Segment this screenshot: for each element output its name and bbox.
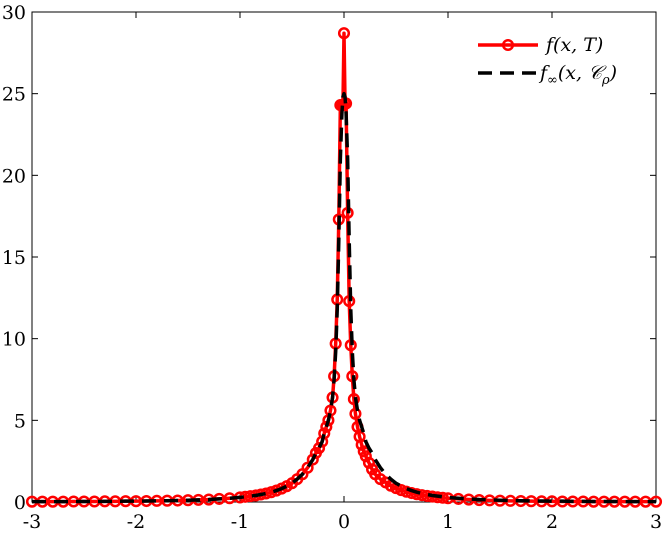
y-tick-label: 20 [2, 165, 26, 187]
x-axis-ticks: -3 -2 -1 0 1 2 3 [23, 12, 662, 533]
y-tick-label: 30 [2, 2, 26, 24]
series-1-point [347, 393, 360, 406]
legend-label-series-1: f(x, T) [544, 34, 603, 56]
series-1-point [301, 461, 314, 474]
legend-marker-circle-series-1 [501, 38, 515, 52]
legend-box [470, 28, 646, 90]
y-tick-label: 5 [14, 410, 26, 432]
x-tick-label: 3 [650, 511, 662, 533]
x-tick-label: -1 [231, 511, 250, 533]
series-1-point [395, 484, 408, 497]
series-1-point [337, 27, 351, 40]
series-1-point [359, 450, 372, 463]
x-tick-label: -3 [23, 511, 42, 533]
x-tick-label: 2 [546, 511, 558, 533]
series-layer [25, 27, 663, 508]
y-tick-label: 15 [2, 247, 26, 269]
legend-label-series-2: f∞(x, 𝒞ρ) [538, 62, 617, 88]
legend: f(x, T) f∞(x, 𝒞ρ) [470, 28, 646, 90]
x-tick-label: -2 [127, 511, 146, 533]
y-tick-label: 0 [14, 492, 26, 514]
series-2 [32, 91, 656, 504]
x-tick-label: 0 [338, 511, 350, 533]
series-1-point [349, 407, 362, 420]
x-tick-label: 1 [442, 511, 454, 533]
y-tick-label: 10 [2, 329, 26, 351]
y-axis-ticks: 0 5 10 15 20 25 30 [2, 2, 656, 514]
series-1-point [312, 442, 326, 455]
series-2-line [32, 91, 656, 504]
y-tick-label: 25 [2, 84, 26, 106]
series-1-point [306, 453, 319, 466]
series-1-point [362, 456, 376, 469]
